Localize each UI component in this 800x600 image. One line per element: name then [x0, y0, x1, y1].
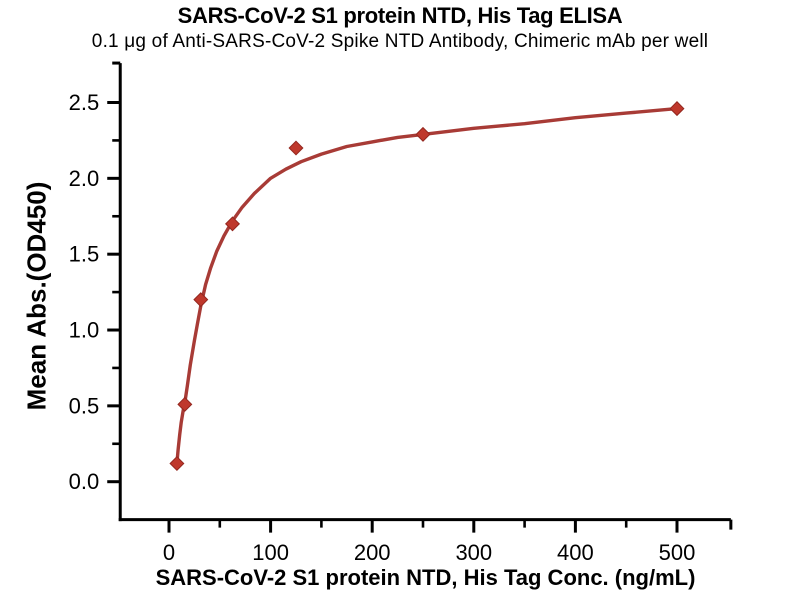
x-tick-label: 500 — [659, 540, 696, 565]
data-point-marker — [288, 140, 304, 156]
data-point-marker — [415, 126, 431, 142]
chart-subtitle: 0.1 μg of Anti-SARS-CoV-2 Spike NTD Anti… — [91, 31, 709, 52]
y-tick-label: 2.0 — [69, 166, 100, 191]
data-point-marker — [193, 292, 209, 308]
chart-title: SARS-CoV-2 S1 protein NTD, His Tag ELISA — [177, 3, 623, 28]
x-axis-label: SARS-CoV-2 S1 protein NTD, His Tag Conc.… — [155, 565, 696, 590]
x-tick-label: 0 — [163, 540, 175, 565]
x-tick-label: 400 — [557, 540, 594, 565]
dose-response-curve — [175, 106, 679, 466]
y-tick-label: 0.0 — [69, 469, 100, 494]
y-tick-label: 0.5 — [69, 393, 100, 418]
x-tick-label: 200 — [354, 540, 391, 565]
data-point-marker — [169, 455, 185, 472]
data-point-marker — [224, 216, 241, 232]
data-point-marker — [669, 101, 685, 117]
x-tick-label: 300 — [455, 540, 492, 565]
y-tick-label: 1.0 — [69, 318, 100, 343]
y-tick-label: 2.5 — [69, 90, 100, 115]
x-tick-label: 100 — [252, 540, 289, 565]
data-point-marker — [177, 396, 193, 412]
y-tick-label: 1.5 — [69, 242, 100, 267]
